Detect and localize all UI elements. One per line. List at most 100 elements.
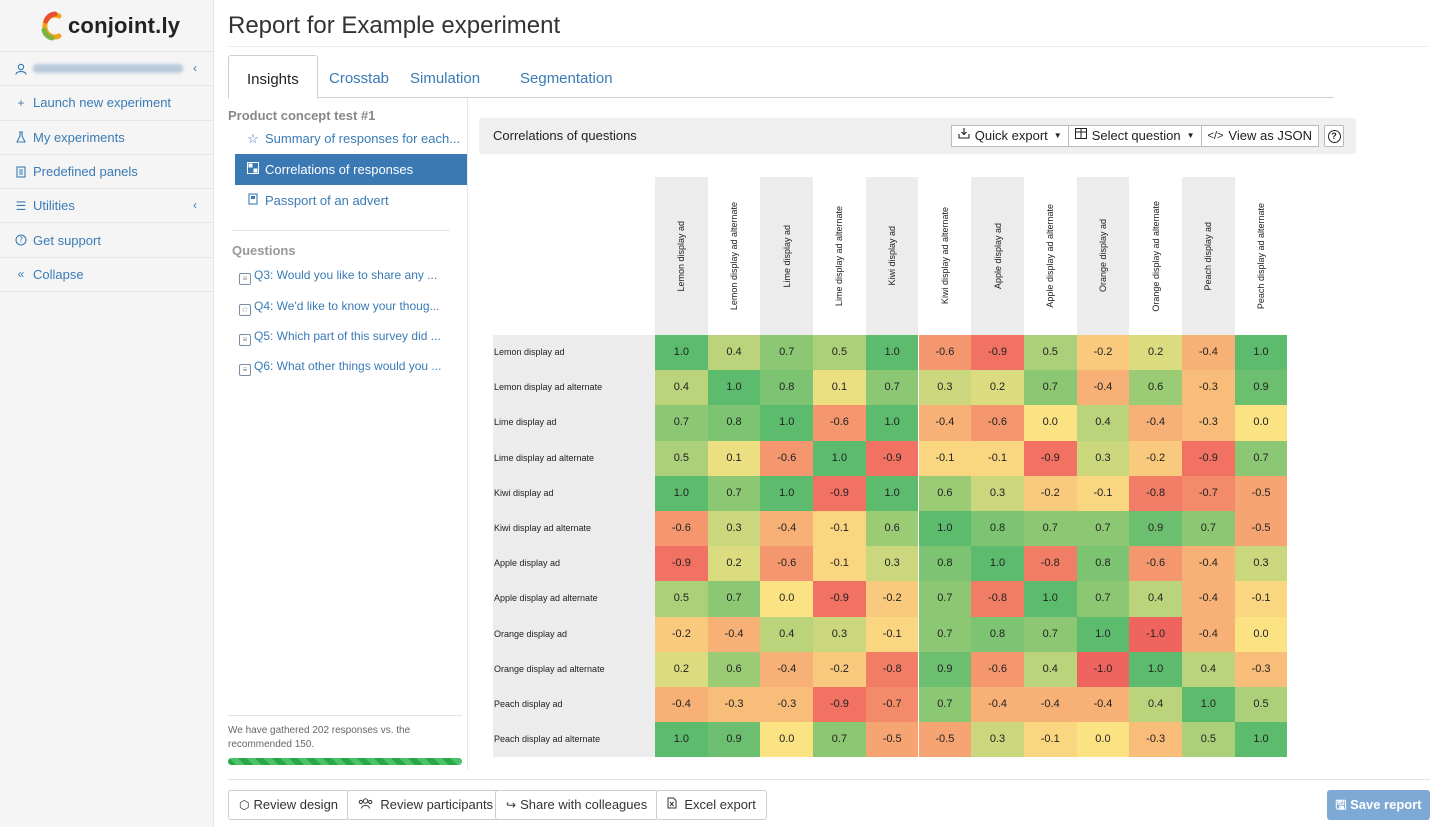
select-question-label: Select question — [1091, 128, 1181, 143]
matrix-cell: 0.3 — [971, 722, 1024, 758]
matrix-cell: 0.7 — [813, 722, 866, 758]
column-header-label: Lime display ad alternate — [834, 205, 845, 307]
matrix-cell: -0.4 — [760, 511, 814, 547]
tab-segmentation[interactable]: Segmentation — [520, 70, 613, 87]
matrix-cell: 0.7 — [865, 370, 919, 406]
star-icon: ☆ — [247, 131, 259, 146]
list-icon: ≡ — [239, 364, 251, 376]
question-item[interactable]: ≡ Q5: Which part of this survey did ... — [239, 326, 444, 346]
question-item[interactable]: ☆ Q4: We'd like to know your thoug... — [239, 296, 444, 316]
share-button[interactable]: ↪ Share with colleagues — [495, 790, 659, 820]
matrix-cell: 0.0 — [1234, 616, 1288, 652]
column-header: Lemon display ad — [655, 177, 708, 335]
matrix-cell: -0.9 — [1182, 440, 1235, 476]
tab-simulation[interactable]: Simulation — [410, 70, 481, 87]
matrix-cell: -0.4 — [1076, 370, 1130, 406]
matrix-cell: -0.8 — [1023, 546, 1077, 582]
sidebar-item-my-experiments[interactable]: My experiments — [0, 121, 213, 155]
matrix-cell: 1.0 — [655, 335, 708, 371]
matrix-cell: 0.0 — [1023, 405, 1077, 441]
question-item[interactable]: ≡ Q6: What other things would you ... — [239, 356, 444, 376]
subnav-item-label: Correlations of responses — [265, 162, 414, 177]
sidebar-item-collapse[interactable]: « Collapse — [0, 258, 213, 293]
quick-export-label: Quick export — [974, 128, 1048, 143]
question-item[interactable]: ≡ Q3: Would you like to share any ... — [239, 265, 444, 285]
matrix-cell: 0.9 — [1129, 511, 1182, 547]
review-participants-label: Review participants — [380, 797, 494, 812]
matrix-cell: 0.4 — [1129, 581, 1182, 617]
matrix-cell: -0.4 — [1182, 335, 1235, 371]
matrix-cell: 0.3 — [707, 511, 761, 547]
save-report-button[interactable]: 🖫 Save report — [1327, 790, 1430, 820]
subnav-item-summary[interactable]: ☆ Summary of responses for each... — [235, 123, 467, 154]
matrix-cell: -0.1 — [813, 546, 866, 582]
row-header: Lemon display ad — [493, 335, 655, 371]
panel-icon — [14, 165, 28, 178]
matrix-cell: 0.4 — [1076, 405, 1130, 441]
matrix-cell: -0.3 — [1182, 405, 1235, 441]
matrix-cell: -0.7 — [865, 687, 919, 723]
subnav-item-passport[interactable]: Passport of an advert — [235, 185, 467, 216]
matrix-cell: 0.3 — [971, 475, 1024, 511]
matrix-cell: -0.5 — [1234, 511, 1288, 547]
tab-insights[interactable]: Insights — [228, 55, 318, 99]
column-header: Kiwi display ad — [865, 177, 919, 335]
sidebar-item-launch[interactable]: + Launch new experiment — [0, 86, 213, 121]
matrix-cell: -0.4 — [1129, 405, 1182, 441]
star-box-icon: ☆ — [239, 304, 251, 316]
select-question-button[interactable]: Select question ▼ — [1067, 125, 1202, 147]
matrix-cell: 0.7 — [1076, 511, 1130, 547]
matrix-cell: -0.4 — [760, 651, 814, 687]
matrix-cell: 0.9 — [707, 722, 761, 758]
matrix-cell: -0.4 — [655, 687, 708, 723]
matrix-cell: 0.5 — [655, 440, 708, 476]
matrix-cell: -0.3 — [1234, 651, 1288, 687]
matrix-cell: -0.4 — [1023, 687, 1077, 723]
flask-icon — [14, 131, 28, 143]
row-header: Orange display ad — [493, 616, 655, 652]
subnav-divider — [232, 230, 450, 231]
matrix-cell: 1.0 — [813, 440, 866, 476]
matrix-cell: 0.6 — [865, 511, 919, 547]
column-header-label: Orange display ad alternate — [1150, 200, 1161, 312]
matrix-cell: 0.7 — [918, 581, 972, 617]
matrix-cell: -0.1 — [1023, 722, 1077, 758]
sidebar-item-utilities[interactable]: ☰ Utilities ‹ — [0, 189, 213, 224]
review-participants-button[interactable]: Review participants — [347, 790, 505, 820]
matrix-cell: -0.1 — [813, 511, 866, 547]
column-header-label: Apple display ad — [992, 222, 1003, 290]
view-json-button[interactable]: </> View as JSON — [1200, 125, 1319, 147]
column-header: Apple display ad — [971, 177, 1024, 335]
tab-crosstab[interactable]: Crosstab — [329, 70, 390, 87]
matrix-cell: -0.3 — [760, 687, 814, 723]
column-header: Lime display ad — [760, 177, 814, 335]
matrix-cell: 0.8 — [918, 546, 972, 582]
matrix-cell: -0.4 — [918, 405, 972, 441]
matrix-cell: 0.6 — [707, 651, 761, 687]
document-icon — [246, 185, 260, 216]
sidebar-item-predefined-panels[interactable]: Predefined panels — [0, 155, 213, 190]
sidebar-item-user[interactable]: ‹ — [0, 52, 213, 87]
matrix-cell: 0.3 — [918, 370, 972, 406]
matrix-cell: -0.2 — [865, 581, 919, 617]
quick-export-button[interactable]: Quick export ▼ — [950, 125, 1069, 147]
review-design-button[interactable]: ⬡ Review design — [228, 790, 350, 820]
matrix-cell: 0.4 — [1182, 651, 1235, 687]
matrix-cell: 1.0 — [1182, 687, 1235, 723]
matrix-cell: -0.3 — [1129, 722, 1182, 758]
help-icon: ? — [14, 234, 28, 246]
column-header-label: Apple display ad alternate — [1045, 204, 1056, 308]
row-header: Kiwi display ad — [493, 475, 655, 511]
column-header: Peach display ad alternate — [1235, 177, 1288, 335]
subnav-item-correlations[interactable]: Correlations of responses — [235, 154, 467, 185]
logo[interactable]: conjoint.ly — [0, 0, 213, 52]
excel-export-button[interactable]: Excel export — [656, 790, 767, 820]
matrix-cell: 0.7 — [1182, 511, 1235, 547]
subnav-item-label: Summary of responses for each... — [265, 131, 461, 146]
column-header-label: Peach display ad alternate — [1256, 202, 1267, 310]
matrix-cell: -0.2 — [1129, 440, 1182, 476]
sidebar-item-get-support[interactable]: ? Get support — [0, 223, 213, 258]
matrix-cell: -0.9 — [1023, 440, 1077, 476]
share-icon: ↪ — [506, 798, 517, 812]
help-button[interactable]: ? — [1324, 125, 1344, 147]
